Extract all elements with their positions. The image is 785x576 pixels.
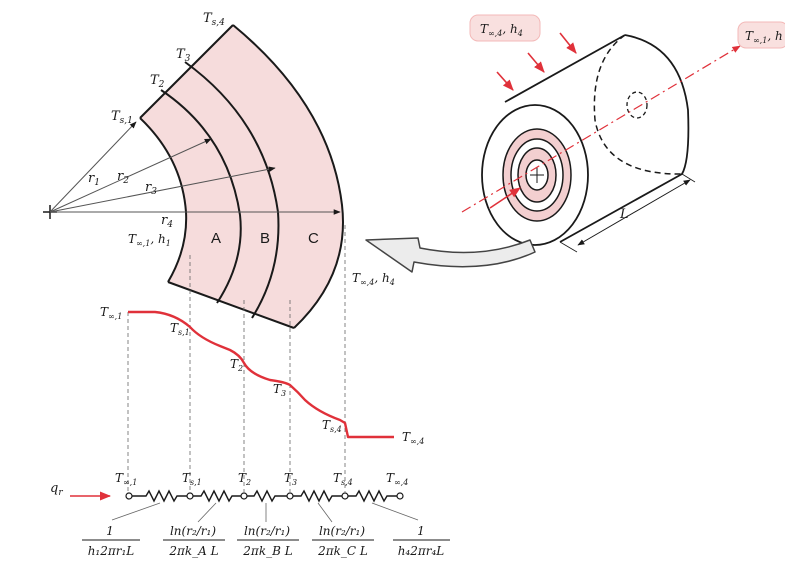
radius-r1-line (49, 121, 137, 213)
outer-flow-arrow-3 (559, 32, 577, 54)
resistor-4 (293, 489, 342, 503)
leader-4 (317, 502, 333, 523)
projection-guides (127, 225, 346, 492)
node-label-3: T2 (238, 471, 251, 487)
resistance-3-numerator: ln(r₂/r₁) (244, 524, 290, 538)
radius-r2-line (49, 138, 212, 213)
node-label-6: T∞,4 (386, 471, 408, 487)
temperature-profile: T∞,1 Ts,1 T2 T3 Ts,4 T∞,4 (100, 305, 424, 446)
outer-fluid-badge (469, 14, 541, 42)
thermal-circuit: qr T∞,1 Ts,1 T2 T3 Ts,4 T∞,4 (50, 471, 450, 558)
resistor-1 (132, 489, 187, 503)
resistance-2-numerator: ln(r₂/r₁) (170, 524, 216, 538)
profile-label-T2: T2 (230, 357, 243, 373)
node-1 (125, 492, 133, 500)
axis-cross (530, 167, 544, 183)
node-4 (286, 492, 294, 500)
callout-arrow (365, 237, 536, 273)
interface-arc-3 (184, 61, 280, 319)
label-T-s1: Ts,1 (111, 109, 133, 126)
node-label-1: T∞,1 (115, 471, 137, 487)
profile-label-T-s1: Ts,1 (170, 321, 190, 337)
leader-lines (111, 502, 419, 523)
resistor-2 (193, 489, 241, 503)
axis-centerline (461, 45, 741, 213)
node-label-5: Ts,4 (333, 471, 353, 487)
resistance-4-denominator: 2πk_C L (317, 544, 368, 558)
radius-r3-line (49, 166, 276, 213)
outer-flow-arrow-2 (527, 52, 545, 73)
resistance-5-numerator: 1 (417, 524, 425, 538)
back-bore-hidden (626, 91, 648, 119)
node-5 (341, 492, 349, 500)
node-2 (186, 492, 194, 500)
inner-flow-arrow (489, 187, 521, 209)
node-label-2: Ts,1 (182, 471, 202, 487)
back-face-hidden (593, 34, 683, 175)
leader-2 (197, 502, 217, 523)
length-dimension (577, 179, 691, 246)
circuit-nodes (125, 492, 404, 500)
cylinder-top-line (504, 34, 626, 103)
resistance-1-numerator: 1 (106, 524, 114, 538)
outer-fluid-badge-text: T∞,4, h4 (480, 22, 523, 38)
interface-arc-2 (160, 89, 242, 304)
resistance-4-numerator: ln(r₂/r₁) (319, 524, 365, 538)
wall-region (140, 25, 344, 328)
bottom-edge (167, 281, 295, 329)
length-ext-1 (559, 241, 578, 253)
node-6 (396, 492, 404, 500)
outer-flow-arrow-1 (496, 71, 514, 91)
label-r2: r2 (117, 169, 129, 186)
heat-rate-label: qr (50, 481, 63, 498)
inner-fluid-badge-text: T∞,1, h (745, 29, 783, 45)
profile-label-T3: T3 (273, 382, 286, 398)
label-T3: T3 (176, 47, 191, 64)
cylinder-3d: L T∞,4, h4 T∞,1, h (461, 14, 785, 253)
label-r3: r3 (145, 180, 157, 197)
resistor-5 (348, 489, 397, 503)
label-T2: T2 (150, 73, 165, 90)
label-outer-fluid: T∞,4, h4 (352, 271, 395, 287)
resistance-1-denominator: h₁2πr₁L (88, 544, 135, 558)
resistor-3 (247, 489, 287, 503)
resistance-expressions: 1 h₁2πr₁L ln(r₂/r₁) 2πk_A L ln(r₂/r₁) 2π… (82, 524, 450, 558)
resistor-chain (132, 489, 397, 503)
leader-5 (371, 502, 419, 521)
profile-label-T-inf4: T∞,4 (402, 430, 424, 446)
cross-section: Ts,4 T3 T2 Ts,1 r1 r2 r3 r4 T∞,1, h1 A B… (43, 11, 395, 329)
temperature-curve (128, 310, 394, 439)
node-3 (240, 492, 248, 500)
label-T-s4: Ts,4 (203, 11, 225, 28)
label-r4: r4 (161, 213, 173, 230)
length-label: L (619, 207, 629, 222)
resistance-5-denominator: h₄2πr₄L (398, 544, 445, 558)
top-edge (139, 24, 234, 119)
profile-label-T-inf1: T∞,1 (100, 305, 122, 321)
node-label-4: T3 (284, 471, 297, 487)
zone-c-label: C (308, 230, 319, 247)
profile-label-T-s4: Ts,4 (322, 418, 342, 434)
inner-fluid-badge (737, 21, 785, 49)
zone-a-label: A (211, 230, 221, 247)
zone-b-label: B (260, 230, 270, 247)
outer-surface-arc (232, 24, 344, 329)
length-ext-2 (681, 173, 696, 183)
label-r1: r1 (88, 171, 100, 188)
resistance-3-denominator: 2πk_B L (242, 544, 292, 558)
label-inner-fluid: T∞,1, h1 (128, 232, 171, 248)
resistance-2-denominator: 2πk_A L (168, 544, 218, 558)
back-face-visible (624, 34, 690, 175)
leader-1 (111, 502, 161, 521)
